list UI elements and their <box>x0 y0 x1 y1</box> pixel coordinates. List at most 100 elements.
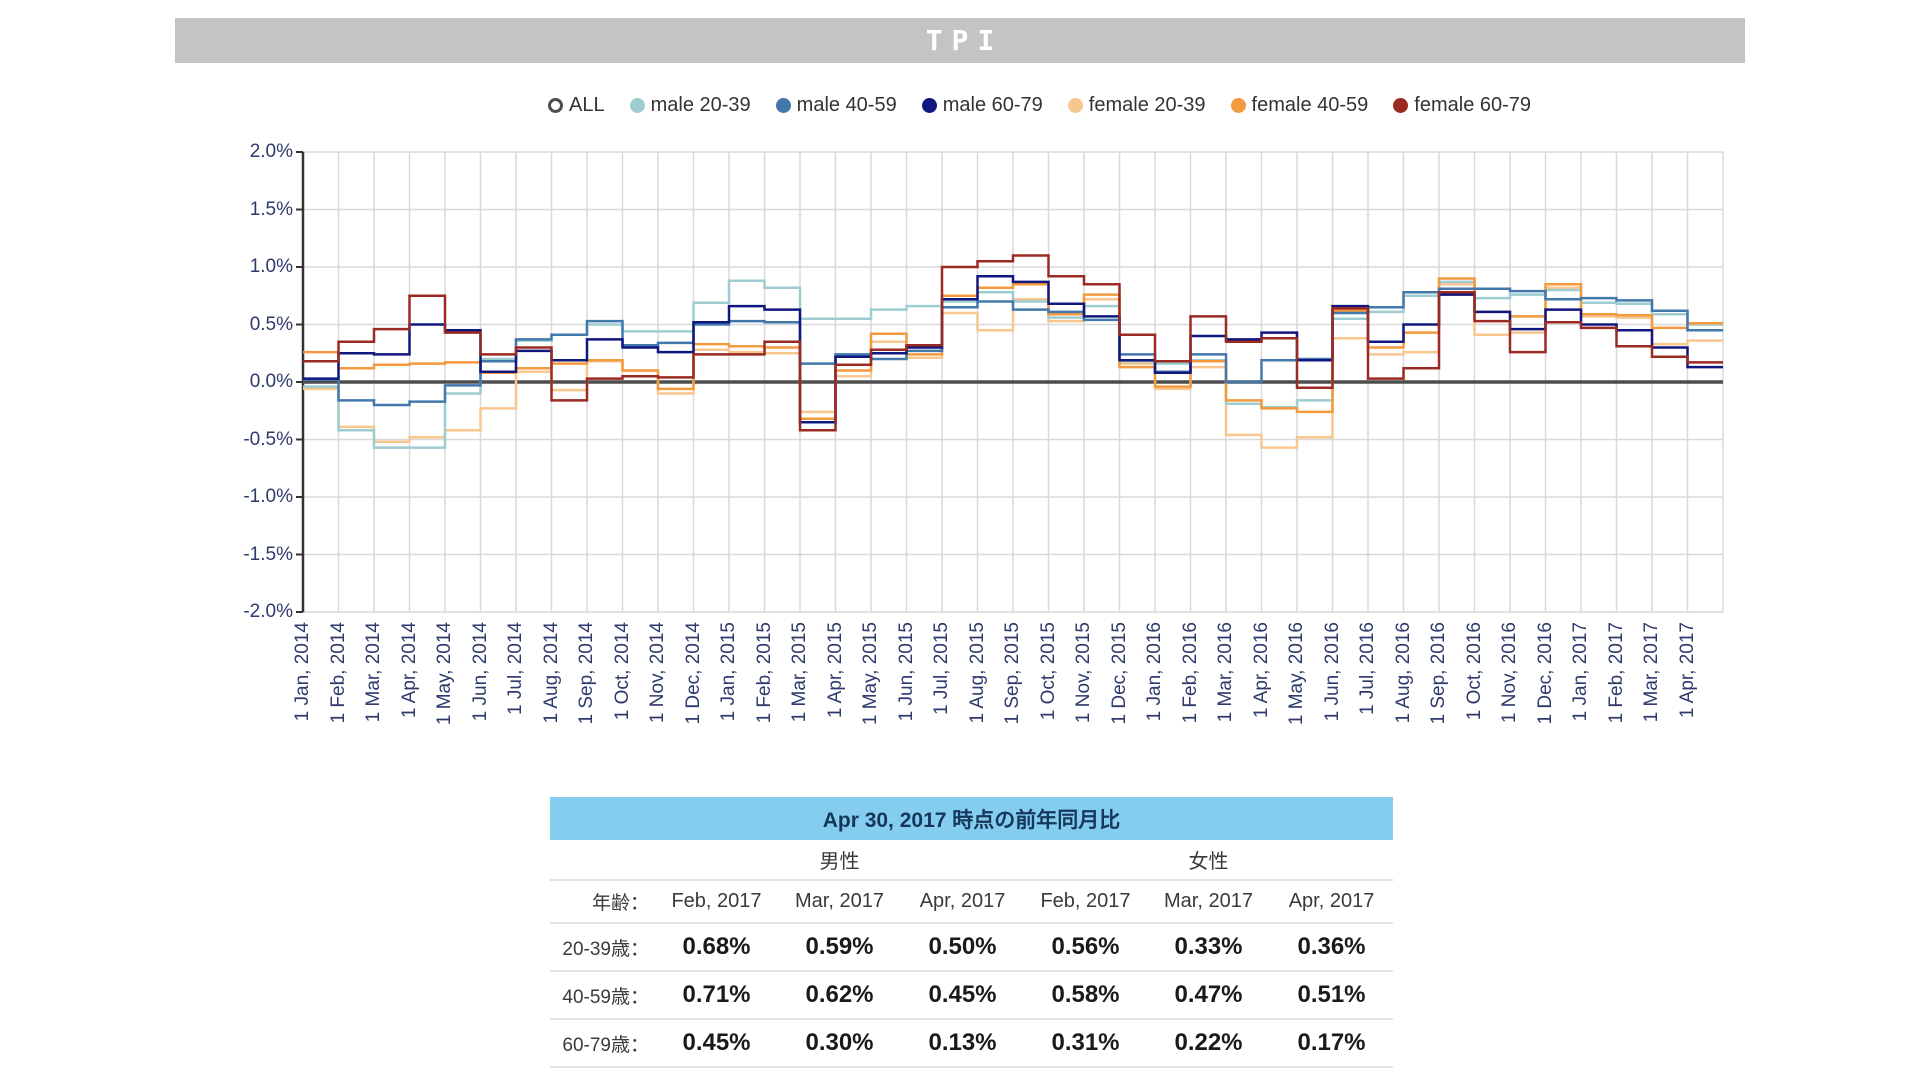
table-row-label: 20-39歳： <box>562 938 649 960</box>
x-tick-label: 1 Nov, 2016 <box>1499 622 1520 724</box>
x-tick-label: 1 Jan, 2015 <box>718 622 739 722</box>
legend-marker-male-20-39-icon <box>629 97 645 113</box>
chart-legend: ALL male 20-39 male 40-59 male 60-79 female … <box>548 90 1531 120</box>
table-age-header: 年齢： <box>591 893 649 914</box>
legend-item-female-40-59[interactable]: female 40-59 <box>1230 93 1369 117</box>
table-value-cell: 0.51% <box>1297 981 1366 1008</box>
legend-item-male-40-59[interactable]: male 40-59 <box>775 94 897 117</box>
legend-label: ALL <box>569 93 605 116</box>
legend-item-male-60-79[interactable]: male 60-79 <box>921 94 1043 117</box>
table-month-header: Feb, 2017 <box>1040 890 1131 912</box>
table-value-cell: 0.50% <box>928 933 997 960</box>
x-tick-label: 1 Feb, 2016 <box>1179 622 1201 724</box>
x-tick-label: 1 Jul, 2015 <box>931 622 952 715</box>
table-value-cell: 0.30% <box>805 1029 874 1056</box>
table-value-cell: 0.56% <box>1051 933 1120 960</box>
x-tick-label: 1 Jul, 2016 <box>1357 622 1378 715</box>
table-month-header: Mar, 2017 <box>1164 890 1253 912</box>
x-tick-label: 1 Aug, 2016 <box>1392 622 1414 724</box>
table-group-header: 男性 <box>819 851 860 873</box>
x-tick-label: 1 Feb, 2017 <box>1605 622 1627 724</box>
x-tick-label: 1 May, 2014 <box>434 622 455 726</box>
y-tick-label: -2.0% <box>243 601 293 622</box>
table-month-header: Mar, 2017 <box>795 890 884 912</box>
table-value-cell: 0.68% <box>682 933 751 960</box>
legend-label: female 60-79 <box>1414 93 1532 116</box>
y-tick-label: 1.0% <box>249 256 293 277</box>
x-tick-label: 1 Dec, 2016 <box>1534 622 1556 725</box>
x-tick-label: 1 Feb, 2014 <box>327 622 349 724</box>
legend-item-female-60-79[interactable]: female 60-79 <box>1393 94 1531 117</box>
x-tick-label: 1 May, 2015 <box>860 622 881 726</box>
legend-marker-male-60-79-icon <box>921 97 937 113</box>
x-tick-label: 1 Oct, 2014 <box>611 622 633 721</box>
table-month-header: Apr, 2017 <box>919 890 1006 912</box>
table-value-cell: 0.31% <box>1051 1029 1120 1056</box>
x-tick-label: 1 Jun, 2014 <box>469 622 491 722</box>
y-tick-label: 0.0% <box>249 371 293 392</box>
table-group-row: 男性 女性 <box>550 840 1393 881</box>
x-tick-label: 1 Sep, 2015 <box>1002 622 1023 725</box>
x-tick-label: 1 Feb, 2015 <box>753 622 775 724</box>
x-tick-label: 1 Dec, 2014 <box>682 622 704 725</box>
y-tick-label: 2.0% <box>249 141 293 162</box>
table-row: 20-39歳： 0.68% 0.59% 0.50% 0.56% 0.33% 0.36% <box>550 924 1393 972</box>
table-value-cell: 0.45% <box>928 981 997 1008</box>
x-tick-label: 1 Mar, 2017 <box>1641 622 1662 723</box>
legend-label: male 20-39 <box>650 93 751 116</box>
table-row: 60-79歳： 0.45% 0.30% 0.13% 0.31% 0.22% 0.17% <box>550 1020 1393 1068</box>
x-tick-label: 1 Aug, 2015 <box>966 622 988 724</box>
legend-item-male-20-39[interactable]: male 20-39 <box>629 93 751 117</box>
x-tick-label: 1 Jan, 2014 <box>292 622 313 722</box>
legend-marker-female-40-59-icon <box>1230 97 1246 113</box>
x-tick-label: 1 Mar, 2014 <box>363 622 384 723</box>
y-tick-label: -0.5% <box>243 428 293 450</box>
table-value-cell: 0.59% <box>805 933 874 960</box>
table-group-header: 女性 <box>1188 851 1229 873</box>
legend-item-female-20-39[interactable]: female 20-39 <box>1067 93 1206 117</box>
x-tick-label: 1 Oct, 2016 <box>1463 622 1485 721</box>
x-tick-label: 1 Apr, 2016 <box>1250 622 1272 719</box>
table-value-cell: 0.71% <box>682 981 751 1008</box>
x-tick-label: 1 Apr, 2014 <box>398 622 420 719</box>
table-value-cell: 0.33% <box>1174 933 1243 960</box>
x-tick-label: 1 Jan, 2016 <box>1144 622 1165 722</box>
legend-marker-male-40-59-icon <box>775 97 791 113</box>
legend-label: female 20-39 <box>1088 93 1206 116</box>
table-value-cell: 0.47% <box>1174 981 1243 1008</box>
x-tick-label: 1 Sep, 2016 <box>1428 622 1449 725</box>
table-value-cell: 0.36% <box>1297 933 1366 960</box>
x-tick-label: 1 Dec, 2015 <box>1108 622 1130 725</box>
table-row-label: 60-79歳： <box>562 1034 649 1056</box>
table-header-row: 年齢： Feb, 2017 Mar, 2017 Apr, 2017 Feb, 2017 M… <box>550 881 1393 924</box>
legend-item-all[interactable]: ALL <box>548 94 605 117</box>
x-tick-label: 1 Jul, 2014 <box>505 622 526 715</box>
table-month-header: Feb, 2017 <box>671 890 762 912</box>
chart-title: TPI <box>925 24 1004 57</box>
x-tick-label: 1 Apr, 2015 <box>824 622 846 719</box>
x-tick-label: 1 Jan, 2017 <box>1570 622 1591 722</box>
table-row: 40-59歳： 0.71% 0.62% 0.45% 0.58% 0.47% 0.51% <box>550 972 1393 1020</box>
yoy-table-body: 男性 女性年齢： Feb, 2017 Mar, 2017 Apr, 2017 Feb, 2… <box>550 840 1393 1068</box>
legend-marker-all-icon <box>548 97 563 113</box>
x-tick-label: 1 Mar, 2016 <box>1215 622 1236 723</box>
table-value-cell: 0.13% <box>928 1029 997 1056</box>
table-value-cell: 0.22% <box>1174 1029 1243 1056</box>
x-tick-label: 1 Apr, 2017 <box>1676 622 1698 719</box>
y-tick-label: 1.5% <box>249 198 293 220</box>
x-tick-label: 1 Jun, 2015 <box>895 622 917 722</box>
x-tick-label: 1 Aug, 2014 <box>540 622 562 724</box>
plot-area <box>296 151 1724 613</box>
legend-label: female 40-59 <box>1251 93 1369 116</box>
x-tick-label: 1 Mar, 2015 <box>789 622 810 723</box>
table-value-cell: 0.58% <box>1051 981 1120 1008</box>
x-tick-label: 1 Sep, 2014 <box>576 622 597 725</box>
y-tick-label: -1.5% <box>243 543 293 565</box>
x-tick-label: 1 Jun, 2016 <box>1321 622 1343 722</box>
table-month-header: Apr, 2017 <box>1288 890 1375 912</box>
table-value-cell: 0.17% <box>1297 1029 1366 1056</box>
yoy-table: Apr 30, 2017 時点の前年同月比 男性 女性 年齢： Feb, 2017 Ma… <box>550 797 1393 1068</box>
table-value-cell: 0.45% <box>682 1029 751 1056</box>
x-tick-label: 1 Oct, 2015 <box>1037 622 1059 721</box>
